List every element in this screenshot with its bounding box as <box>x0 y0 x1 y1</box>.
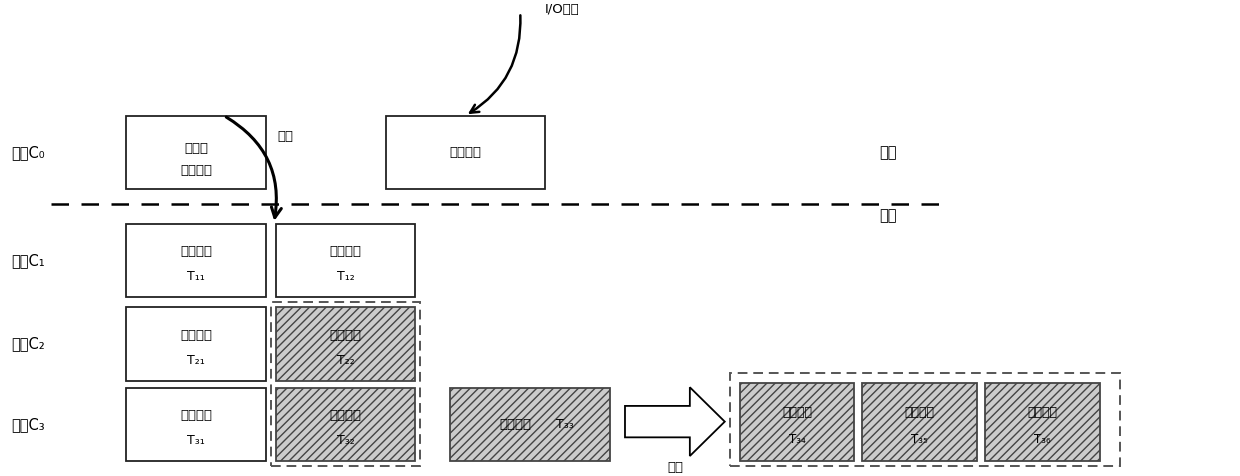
Text: 内存数据: 内存数据 <box>180 164 212 178</box>
Bar <box>275 307 415 381</box>
Text: 组件C₁: 组件C₁ <box>11 253 45 268</box>
Text: 数据文件: 数据文件 <box>180 245 212 258</box>
Bar <box>126 307 265 381</box>
Text: T₂₁: T₂₁ <box>187 354 205 367</box>
Text: T₃₅: T₃₅ <box>911 433 929 446</box>
Text: 合并: 合并 <box>278 130 294 143</box>
Text: 数据文件: 数据文件 <box>330 245 362 258</box>
Text: T₃₁: T₃₁ <box>187 434 205 447</box>
Text: 组件C₀: 组件C₀ <box>11 145 45 160</box>
Text: 数据文件: 数据文件 <box>330 409 362 422</box>
Text: 数据文件: 数据文件 <box>330 329 362 342</box>
Bar <box>986 383 1100 461</box>
Bar <box>126 224 265 298</box>
Text: T₃₄: T₃₄ <box>789 433 806 446</box>
Bar <box>126 388 265 461</box>
Text: T₂₂: T₂₂ <box>337 354 355 367</box>
Text: T₁₁: T₁₁ <box>187 270 205 283</box>
Text: 磁盘: 磁盘 <box>879 208 897 223</box>
Polygon shape <box>625 387 724 456</box>
Text: T₃₂: T₃₂ <box>337 434 355 447</box>
Text: 数据文件: 数据文件 <box>782 406 812 419</box>
Text: T₃₆: T₃₆ <box>1034 433 1050 446</box>
Text: T₁₂: T₁₂ <box>337 270 355 283</box>
Text: 数据文件: 数据文件 <box>180 329 212 342</box>
Bar <box>275 224 415 298</box>
Text: 数据文件: 数据文件 <box>500 418 531 431</box>
Text: T₃₃: T₃₃ <box>557 418 574 431</box>
Text: 内存: 内存 <box>879 145 897 160</box>
Bar <box>863 383 977 461</box>
Text: 内存数据: 内存数据 <box>449 146 481 159</box>
Text: 只读的: 只读的 <box>184 142 208 155</box>
Text: 数据文件: 数据文件 <box>905 406 935 419</box>
Bar <box>450 388 610 461</box>
Text: 数据文件: 数据文件 <box>180 409 212 422</box>
Text: 组件C₃: 组件C₃ <box>11 417 45 432</box>
Text: 合并: 合并 <box>667 461 683 474</box>
Text: 数据文件: 数据文件 <box>1028 406 1058 419</box>
Bar <box>275 388 415 461</box>
Bar <box>270 302 420 466</box>
Bar <box>740 383 854 461</box>
Bar <box>730 373 1120 466</box>
Text: 组件C₂: 组件C₂ <box>11 337 45 352</box>
Bar <box>126 116 265 189</box>
Bar <box>386 116 546 189</box>
Text: I/O操作: I/O操作 <box>546 3 580 16</box>
